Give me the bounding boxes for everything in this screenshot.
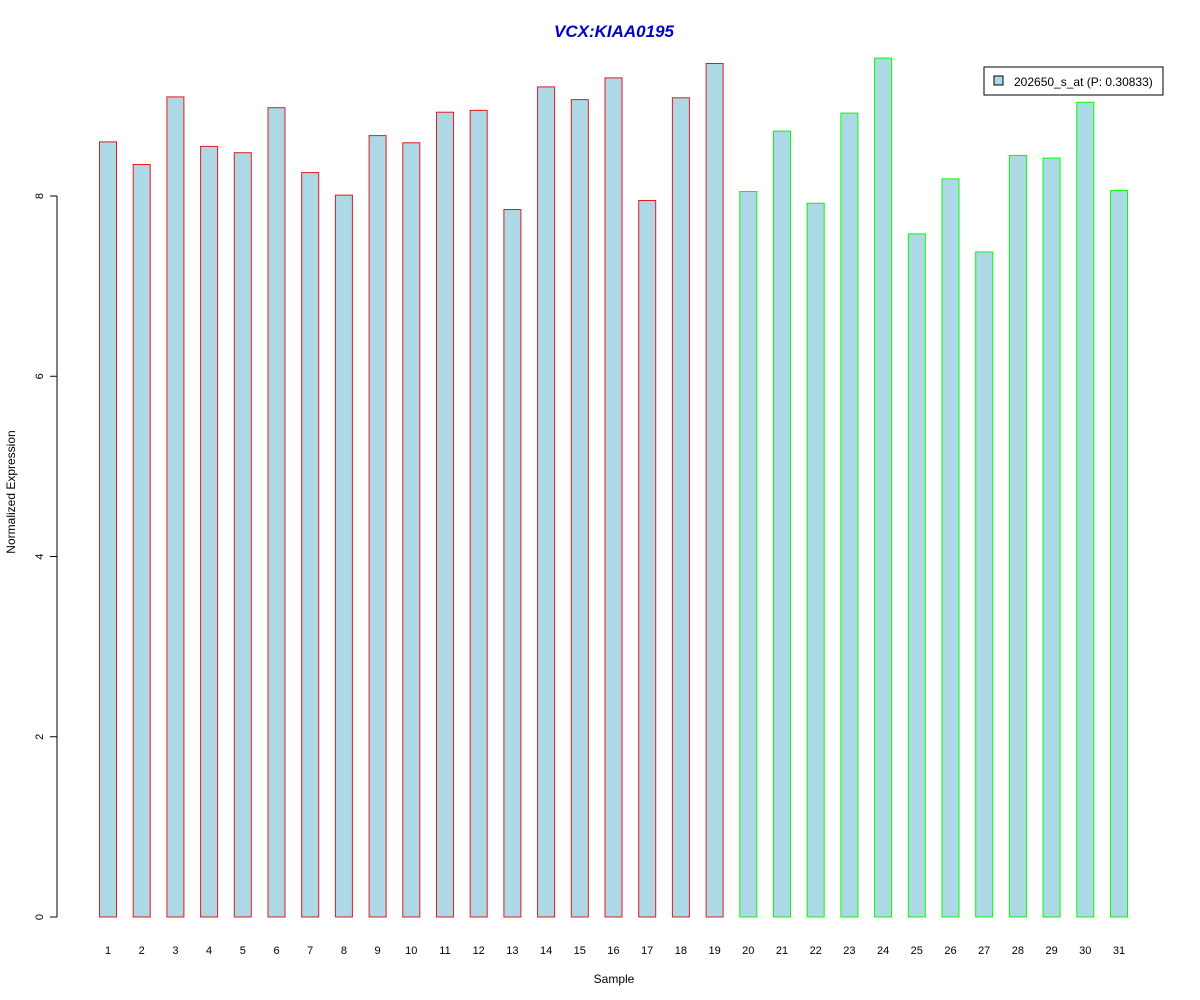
x-tick-label: 21 bbox=[776, 945, 788, 957]
y-axis-label: Normalized Expression bbox=[4, 430, 18, 553]
chart-title: VCX:KIAA0195 bbox=[554, 22, 675, 41]
bar-sample-24 bbox=[874, 57, 893, 918]
bar-sample-3 bbox=[166, 96, 185, 918]
legend-box bbox=[983, 66, 1164, 96]
y-tick-label: 2 bbox=[34, 734, 46, 740]
legend-swatch bbox=[993, 75, 1004, 86]
bar-sample-4 bbox=[200, 145, 219, 918]
bar-sample-14 bbox=[537, 86, 556, 918]
y-axis: 0 2 4 6 8 bbox=[34, 193, 58, 920]
x-tick-labels: 1 2 3 4 5 6 7 8 9 10 11 12 13 14 15 16 17 18 19 20 21 22 23 24 2… bbox=[105, 945, 1125, 957]
bar-sample-29 bbox=[1042, 157, 1061, 918]
bar-sample-5 bbox=[233, 152, 252, 918]
x-tick-label: 24 bbox=[877, 945, 889, 957]
x-tick-label: 4 bbox=[206, 945, 212, 957]
x-tick-label: 19 bbox=[708, 945, 720, 957]
x-tick-label: 30 bbox=[1079, 945, 1091, 957]
bar-sample-21 bbox=[773, 130, 791, 918]
y-tick-label: 4 bbox=[34, 553, 46, 559]
x-tick-label: 27 bbox=[978, 945, 990, 957]
x-tick-label: 13 bbox=[506, 945, 518, 957]
x-tick-label: 8 bbox=[341, 945, 347, 957]
bar-sample-1 bbox=[99, 141, 117, 918]
x-tick-label: 2 bbox=[139, 945, 145, 957]
bar-sample-20 bbox=[739, 191, 758, 918]
bar-sample-18 bbox=[671, 97, 690, 918]
x-tick-label: 16 bbox=[607, 945, 619, 957]
legend: 202650_s_at (P: 0.30833) bbox=[983, 66, 1164, 96]
bar-sample-27 bbox=[975, 251, 994, 918]
x-tick-label: 10 bbox=[405, 945, 417, 957]
bar-sample-17 bbox=[638, 200, 657, 918]
x-axis-label: Sample bbox=[594, 972, 635, 986]
bar-sample-12 bbox=[469, 109, 488, 918]
bar-sample-16 bbox=[604, 77, 623, 918]
x-tick-label: 14 bbox=[540, 945, 552, 957]
x-tick-label: 15 bbox=[574, 945, 586, 957]
bar-sample-15 bbox=[570, 99, 589, 918]
bar-sample-28 bbox=[1008, 154, 1027, 918]
x-tick-label: 17 bbox=[641, 945, 653, 957]
y-tick-label: 8 bbox=[34, 193, 46, 199]
bar-sample-11 bbox=[436, 111, 454, 918]
x-tick-label: 20 bbox=[742, 945, 754, 957]
bar-sample-31 bbox=[1110, 190, 1128, 918]
bars-group bbox=[99, 57, 1128, 918]
y-tick-label: 0 bbox=[34, 914, 46, 920]
y-tick-label: 6 bbox=[34, 373, 46, 379]
bar-sample-2 bbox=[132, 164, 151, 918]
bar-sample-9 bbox=[368, 135, 387, 918]
x-tick-label: 26 bbox=[944, 945, 956, 957]
x-tick-label: 7 bbox=[307, 945, 313, 957]
legend-label: 202650_s_at (P: 0.30833) bbox=[1014, 75, 1153, 89]
bar-sample-25 bbox=[907, 233, 926, 918]
bar-sample-30 bbox=[1076, 101, 1095, 918]
bar-sample-8 bbox=[334, 194, 353, 918]
bar-sample-23 bbox=[840, 112, 859, 918]
bar-sample-19 bbox=[705, 63, 724, 918]
x-tick-label: 31 bbox=[1113, 945, 1125, 957]
x-tick-label: 18 bbox=[675, 945, 687, 957]
bar-sample-10 bbox=[402, 142, 421, 918]
bar-sample-22 bbox=[806, 202, 825, 918]
x-tick-label: 5 bbox=[240, 945, 246, 957]
x-tick-label: 12 bbox=[473, 945, 485, 957]
x-tick-label: 9 bbox=[375, 945, 381, 957]
x-tick-label: 23 bbox=[843, 945, 855, 957]
x-tick-label: 29 bbox=[1045, 945, 1057, 957]
x-tick-label: 22 bbox=[810, 945, 822, 957]
x-tick-label: 28 bbox=[1012, 945, 1024, 957]
bar-sample-13 bbox=[503, 209, 522, 918]
bar-sample-7 bbox=[301, 172, 320, 918]
x-tick-label: 6 bbox=[273, 945, 279, 957]
x-tick-label: 25 bbox=[911, 945, 923, 957]
bar-sample-6 bbox=[267, 107, 286, 918]
x-tick-label: 1 bbox=[105, 945, 111, 957]
x-tick-label: 11 bbox=[439, 945, 450, 957]
x-tick-label: 3 bbox=[172, 945, 178, 957]
bar-sample-26 bbox=[941, 178, 960, 918]
